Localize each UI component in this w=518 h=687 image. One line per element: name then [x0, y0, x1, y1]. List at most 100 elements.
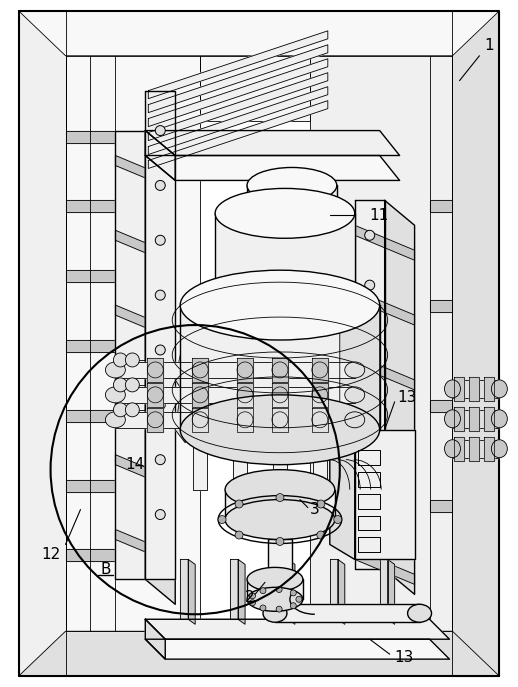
- Circle shape: [235, 500, 243, 508]
- Polygon shape: [65, 56, 200, 631]
- Polygon shape: [453, 410, 499, 428]
- Polygon shape: [247, 579, 303, 599]
- Ellipse shape: [225, 470, 335, 510]
- Polygon shape: [65, 480, 116, 492]
- Circle shape: [290, 602, 296, 609]
- Circle shape: [260, 587, 266, 594]
- Circle shape: [365, 280, 375, 290]
- Polygon shape: [19, 631, 499, 676]
- Polygon shape: [313, 420, 327, 490]
- Text: 11: 11: [370, 208, 389, 223]
- Circle shape: [365, 330, 375, 340]
- Polygon shape: [146, 619, 165, 659]
- Polygon shape: [148, 31, 328, 99]
- Circle shape: [365, 480, 375, 490]
- Text: 1: 1: [484, 38, 494, 54]
- Polygon shape: [355, 550, 414, 585]
- Circle shape: [113, 353, 127, 367]
- Circle shape: [250, 600, 255, 606]
- Circle shape: [113, 378, 127, 392]
- Polygon shape: [454, 377, 465, 401]
- Polygon shape: [65, 270, 116, 282]
- Circle shape: [365, 430, 375, 440]
- Ellipse shape: [444, 410, 461, 428]
- Polygon shape: [146, 639, 450, 659]
- Ellipse shape: [215, 280, 355, 330]
- Polygon shape: [116, 412, 355, 428]
- Polygon shape: [180, 305, 380, 430]
- Ellipse shape: [444, 440, 461, 458]
- Polygon shape: [272, 383, 288, 407]
- Text: 2: 2: [245, 590, 255, 605]
- Polygon shape: [237, 383, 253, 407]
- Polygon shape: [19, 11, 65, 676]
- Circle shape: [365, 380, 375, 390]
- Circle shape: [218, 515, 226, 523]
- Polygon shape: [272, 358, 288, 382]
- Polygon shape: [116, 305, 175, 340]
- Polygon shape: [469, 407, 479, 431]
- Circle shape: [155, 345, 165, 355]
- Circle shape: [155, 126, 165, 135]
- Polygon shape: [280, 559, 288, 619]
- Polygon shape: [19, 11, 499, 56]
- Polygon shape: [146, 619, 450, 639]
- Polygon shape: [147, 408, 163, 431]
- Polygon shape: [193, 420, 207, 490]
- Circle shape: [334, 515, 342, 523]
- Polygon shape: [148, 59, 328, 126]
- Polygon shape: [147, 383, 163, 407]
- Ellipse shape: [345, 387, 365, 403]
- Polygon shape: [146, 91, 175, 579]
- Circle shape: [250, 593, 255, 599]
- Circle shape: [155, 181, 165, 190]
- Polygon shape: [312, 358, 328, 382]
- Ellipse shape: [263, 605, 287, 622]
- Polygon shape: [188, 559, 195, 624]
- Ellipse shape: [247, 567, 303, 592]
- Polygon shape: [312, 408, 328, 431]
- Circle shape: [155, 455, 165, 464]
- Polygon shape: [65, 340, 116, 352]
- Polygon shape: [180, 559, 188, 619]
- Polygon shape: [116, 387, 355, 403]
- Polygon shape: [175, 355, 190, 395]
- Polygon shape: [65, 131, 116, 142]
- Circle shape: [113, 403, 127, 417]
- Polygon shape: [429, 400, 453, 412]
- Ellipse shape: [492, 380, 507, 398]
- Polygon shape: [453, 380, 499, 398]
- Ellipse shape: [408, 605, 431, 622]
- Polygon shape: [469, 377, 479, 401]
- Ellipse shape: [180, 270, 380, 340]
- Circle shape: [125, 353, 139, 367]
- Polygon shape: [385, 201, 414, 594]
- Polygon shape: [116, 131, 146, 579]
- Circle shape: [276, 606, 282, 612]
- Polygon shape: [116, 455, 175, 490]
- Polygon shape: [454, 437, 465, 461]
- Polygon shape: [484, 407, 494, 431]
- Circle shape: [276, 587, 282, 592]
- Polygon shape: [65, 410, 116, 422]
- Polygon shape: [65, 550, 116, 561]
- Circle shape: [125, 378, 139, 392]
- Polygon shape: [146, 131, 399, 155]
- Polygon shape: [192, 408, 208, 431]
- Polygon shape: [355, 420, 414, 455]
- Polygon shape: [429, 300, 453, 312]
- Polygon shape: [355, 201, 385, 570]
- Polygon shape: [355, 290, 414, 325]
- Polygon shape: [116, 230, 175, 265]
- Polygon shape: [175, 395, 190, 442]
- Text: B: B: [100, 562, 111, 577]
- Polygon shape: [338, 559, 345, 624]
- Polygon shape: [380, 559, 387, 619]
- Circle shape: [260, 605, 266, 611]
- Polygon shape: [225, 490, 335, 519]
- Circle shape: [276, 493, 284, 502]
- Text: 3: 3: [310, 502, 320, 517]
- Polygon shape: [355, 225, 414, 260]
- Polygon shape: [148, 101, 328, 168]
- Circle shape: [155, 235, 165, 245]
